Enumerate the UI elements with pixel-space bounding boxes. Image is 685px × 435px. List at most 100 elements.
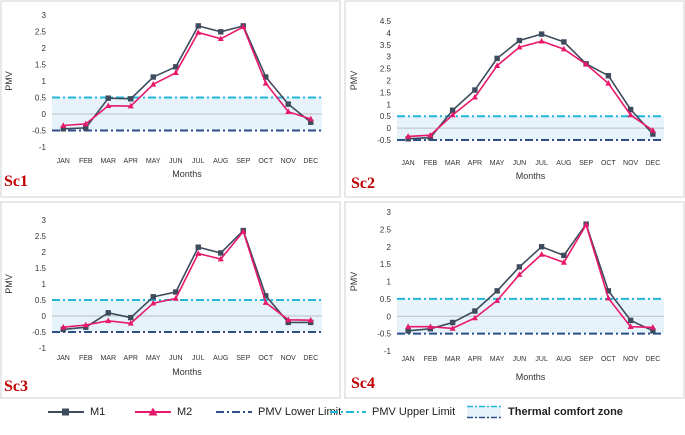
charts-figure: -1 -0.5 0 0.5 1 1.5 2 2.5 3 JAN FEB MAR APR MAY JUN JUL… [0,0,685,399]
m2-point [262,299,269,305]
y-tick-label: -1 [39,143,47,152]
x-tick-label: JUL [535,160,548,167]
x-tick-label: JAN [57,158,70,165]
m1-point [561,252,567,259]
x-tick-label: MAY [146,158,161,165]
m2-point [307,115,314,122]
m1-point [308,119,314,125]
x-tick-label: JUN [169,355,183,362]
x-tick-label: FEB [424,356,438,363]
y-tick-label: 2.5 [380,65,392,74]
m2-point [150,81,157,87]
m2-point [605,294,612,301]
x-tick-label: DEC [303,158,318,165]
m2-point [127,102,134,109]
x-tick-label: AUG [213,355,228,362]
m2-point [217,35,224,42]
x-tick-label: JUL [192,158,205,165]
x-tick-label: JUN [513,356,527,363]
m2-point [649,127,656,133]
m2-point [516,43,523,50]
y-tick-label: 4 [387,29,392,38]
m1-point [105,95,111,101]
legend-lower-swatch [216,411,252,413]
m2-point [240,23,247,30]
m1-point [105,310,111,316]
y-axis-title: PMV [4,274,14,294]
x-axis-title: Months [172,169,202,179]
m1-point [83,125,89,131]
x-tick-label: NOV [281,158,297,165]
x-tick-label: JUN [513,160,527,167]
y-tick-label: 2 [42,44,47,53]
y-tick-label: 3 [387,208,392,217]
x-tick-label: OCT [601,356,617,363]
m1-point [405,136,411,142]
x-tick-label: DEC [645,160,660,167]
scenario-label: Sc1 [4,173,28,190]
y-axis-title: PMV [4,71,14,91]
x-tick-label: MAY [490,356,505,363]
m2-point [105,317,112,324]
legend-item-m1: M1 [46,404,105,420]
m1-point [150,74,156,80]
m1-point [150,294,156,300]
legend-item-lower: PMV Lower Limit [214,404,341,420]
y-tick-label: 0 [42,312,47,321]
y-tick-label: 1.5 [35,61,47,70]
m2-point [150,299,157,306]
m1-point [605,73,612,79]
y-tick-label: 3 [42,11,47,20]
y-tick-label: 1.5 [380,88,392,97]
legend-m1-label: M1 [90,406,106,418]
x-tick-label: NOV [623,160,639,167]
y-tick-label: 0.5 [35,296,47,305]
m1-point [285,101,291,107]
m2-point [82,321,89,328]
chart-panel-sc2: -0.5 0 0.5 1 1.5 2 2.5 3 3.5 4 4.5 JAN FEB MAR APR MAY J… [344,0,685,198]
m1-point [650,131,656,137]
y-tick-label: 2 [387,243,392,252]
m1-point [405,328,411,334]
m1-point [605,288,612,294]
x-tick-label: MAY [490,160,505,167]
series-line-m1 [408,222,654,332]
y-tick-label: 3 [387,53,392,62]
series-line-m2 [408,40,654,138]
y-tick-label: 1 [42,77,47,86]
legend-upper-label: PMV Upper Limit [372,406,456,418]
x-tick-label: SEP [579,356,593,363]
y-tick-label: 2.5 [380,225,392,234]
m1-point [627,106,634,113]
m1-point [285,319,291,326]
m2-point [605,80,612,86]
panel-frame [344,0,685,198]
m2-point [627,111,634,118]
m2-point [82,120,89,127]
m2-point [405,133,412,139]
y-tick-label: 0 [387,312,392,321]
x-tick-label: NOV [623,356,639,363]
x-tick-label: APR [468,356,482,363]
x-tick-label: JAN [57,355,70,362]
x-tick-label: MAR [100,158,116,165]
m2-point [217,255,224,262]
x-tick-label: MAY [146,355,161,362]
m1-point [173,289,179,295]
m2-point [172,69,179,76]
legend: M1 M2 PMV Lower Limit PMV Upper Limit Th… [0,398,685,428]
m2-point [427,323,434,329]
legend-zone-swatch [467,405,501,419]
legend-m2-label: M2 [177,406,193,418]
m1-point [173,64,179,70]
legend-lower-label: PMV Lower Limit [258,406,342,418]
legend-upper-swatch [330,411,366,413]
y-tick-label: 1 [42,280,47,289]
legend-item-zone: Thermal comfort zone [466,404,623,420]
x-tick-label: MAR [445,160,461,167]
series-line-m2 [408,222,653,330]
series-line-m2 [63,25,312,127]
m2-point [105,102,112,109]
m2-point [262,80,269,86]
m2-point [405,323,412,329]
